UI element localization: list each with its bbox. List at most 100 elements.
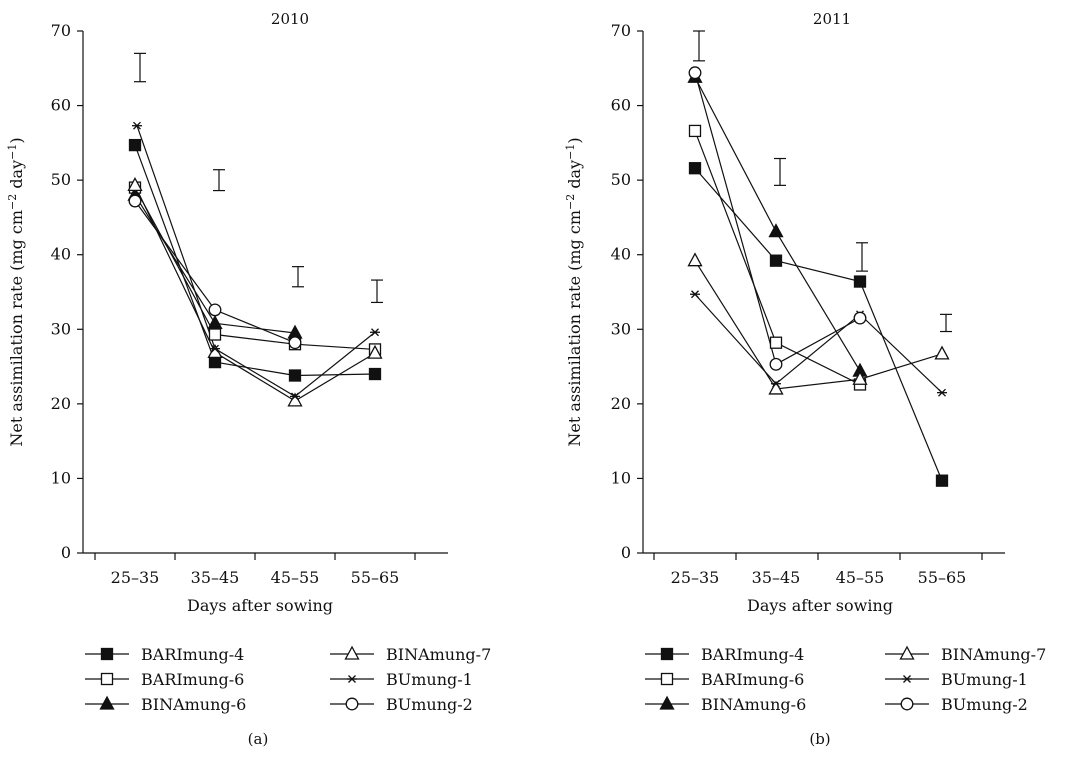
chart-2010-x-tick-label: 45–55 (271, 568, 320, 587)
legend-item-binamung-6: BINAmung-6 (645, 695, 806, 714)
legend-marker-barimung-4 (100, 647, 114, 661)
chart-2011-y-tick-label: 20 (611, 394, 631, 413)
legend-label: BINAmung-6 (141, 695, 246, 714)
chart-2010-error-bar (292, 266, 304, 288)
legend-marker-bumung-2 (345, 697, 359, 711)
chart-2011-y-tick-label: 50 (611, 170, 631, 189)
chart-2010-y-tick-label: 40 (51, 245, 71, 264)
legend-label: BARImung-6 (141, 670, 244, 689)
legend-label: BARImung-6 (701, 670, 804, 689)
chart-panel-2010: 0 10 20 30 40 50 60 70 25–35 35–45 45–55 55–65 2010 D… (6, 10, 491, 748)
legend-marker-bumung-2 (900, 697, 914, 711)
data-point-bumung-1 (370, 328, 380, 337)
data-point-binamung-7 (852, 370, 868, 385)
chart-2010-x-tick-label: 25–35 (111, 568, 160, 587)
legend-label: BARImung-4 (141, 645, 244, 664)
chart-2011-y-axis-label: Net assimilation rate (mg cm−2 day−1) (564, 137, 584, 446)
chart-2011-error-bar (940, 313, 952, 333)
legend-item-barimung-6: BARImung-6 (645, 670, 804, 689)
chart-2011-y-tick-label: 0 (621, 543, 631, 562)
data-point-barimung-4 (368, 367, 382, 381)
legend-item-barimung-4: BARImung-4 (85, 645, 244, 664)
legend-label: BINAmung-7 (941, 645, 1046, 664)
chart-2010-y-axis-label: Net assimilation rate (mg cm−2 day−1) (6, 137, 26, 446)
data-point-bumung-2 (688, 66, 702, 80)
chart-2010-y-tick-label: 20 (51, 394, 71, 413)
data-point-bumung-2 (128, 194, 142, 208)
chart-2010-error-bar (371, 279, 383, 304)
chart-2011-x-tick-label: 25–35 (671, 568, 720, 587)
legend-label: BUmung-1 (386, 670, 473, 689)
data-point-barimung-4 (288, 369, 302, 382)
chart-2010-caption: (a) (248, 730, 269, 748)
data-point-bumung-1 (210, 344, 220, 353)
data-point-barimung-4 (208, 355, 222, 369)
chart-2010-y-tick-label: 0 (61, 543, 71, 562)
data-point-bumung-1 (937, 388, 947, 397)
legend-marker-bumung-1 (347, 675, 357, 683)
data-point-bumung-2 (853, 311, 867, 325)
data-point-barimung-6 (688, 124, 702, 138)
series-line-binamung-7 (134, 185, 376, 402)
legend-item-barimung-4: BARImung-4 (645, 645, 804, 664)
chart-2011-title: 2011 (813, 10, 851, 28)
series-line-bumung-1 (694, 293, 943, 394)
chart-2011-y-tick-label: 70 (611, 21, 631, 40)
data-point-binamung-6 (207, 314, 223, 329)
chart-panel-2011: 0 10 20 30 40 50 60 70 25–35 35–45 45–55 55–65 2011 D… (564, 10, 1046, 748)
chart-2011-y-tick-label: 10 (611, 468, 631, 487)
data-point-barimung-4 (128, 138, 142, 152)
legend-label: BUmung-2 (386, 695, 473, 714)
chart-2010-y-tick-label: 60 (51, 96, 71, 115)
chart-2011-x-tick-label: 35–45 (752, 568, 801, 587)
data-point-binamung-7 (367, 344, 383, 359)
chart-2010-y-tick-label: 10 (51, 468, 71, 487)
chart-2011-x-axis-label: Days after sowing (747, 596, 893, 615)
data-point-binamung-6 (768, 223, 784, 238)
data-point-barimung-4 (769, 254, 783, 267)
chart-2010-error-bar (213, 169, 225, 192)
data-point-binamung-7 (934, 345, 950, 360)
chart-2011-error-bar (693, 30, 705, 62)
chart-2011-y-tick-label: 30 (611, 319, 631, 338)
data-point-barimung-4 (688, 162, 702, 175)
legend-marker-binamung-7 (899, 645, 915, 660)
series-line-barimung-4 (134, 144, 376, 377)
legend-item-bumung-2: BUmung-2 (885, 695, 1028, 714)
legend-label: BINAmung-7 (386, 645, 491, 664)
series-line-bumung-2 (694, 72, 861, 366)
data-point-barimung-6 (208, 328, 222, 341)
legend-item-bumung-1: BUmung-1 (885, 670, 1028, 689)
legend-item-binamung-6: BINAmung-6 (85, 695, 246, 714)
chart-2010-x-axis-label: Days after sowing (187, 596, 333, 615)
series-line-barimung-4 (694, 167, 943, 481)
data-point-bumung-2 (208, 303, 222, 317)
chart-2011-x-tick-label: 55–65 (918, 568, 967, 587)
legend-item-binamung-7: BINAmung-7 (330, 645, 491, 664)
chart-2010-error-bar (134, 52, 146, 83)
chart-2011-x-tick-label: 45–55 (836, 568, 885, 587)
chart-2011-error-bar (856, 242, 868, 272)
legend-item-bumung-2: BUmung-2 (330, 695, 473, 714)
legend-marker-binamung-7 (344, 645, 360, 660)
data-point-bumung-1 (132, 121, 142, 130)
legend-marker-barimung-6 (660, 672, 674, 686)
legend-marker-barimung-6 (100, 672, 114, 686)
legend-marker-binamung-6 (99, 695, 115, 710)
chart-2010-y-tick-label: 30 (51, 319, 71, 338)
legend-item-binamung-7: BINAmung-7 (885, 645, 1046, 664)
legend-marker-barimung-4 (660, 647, 674, 661)
data-point-barimung-6 (769, 336, 783, 349)
chart-2011-caption: (b) (809, 730, 830, 748)
data-point-binamung-7 (687, 252, 703, 267)
data-point-bumung-1 (690, 290, 700, 299)
legend-item-bumung-1: BUmung-1 (330, 670, 473, 689)
chart-2010-y-tick-label: 50 (51, 170, 71, 189)
chart-2010-x-tick-label: 35–45 (191, 568, 240, 587)
chart-2011-y-tick-label: 60 (611, 96, 631, 115)
chart-2010-y-tick-label: 70 (51, 21, 71, 40)
data-point-binamung-7 (768, 380, 784, 395)
data-point-bumung-2 (288, 336, 302, 350)
series-line-bumung-1 (136, 125, 376, 398)
